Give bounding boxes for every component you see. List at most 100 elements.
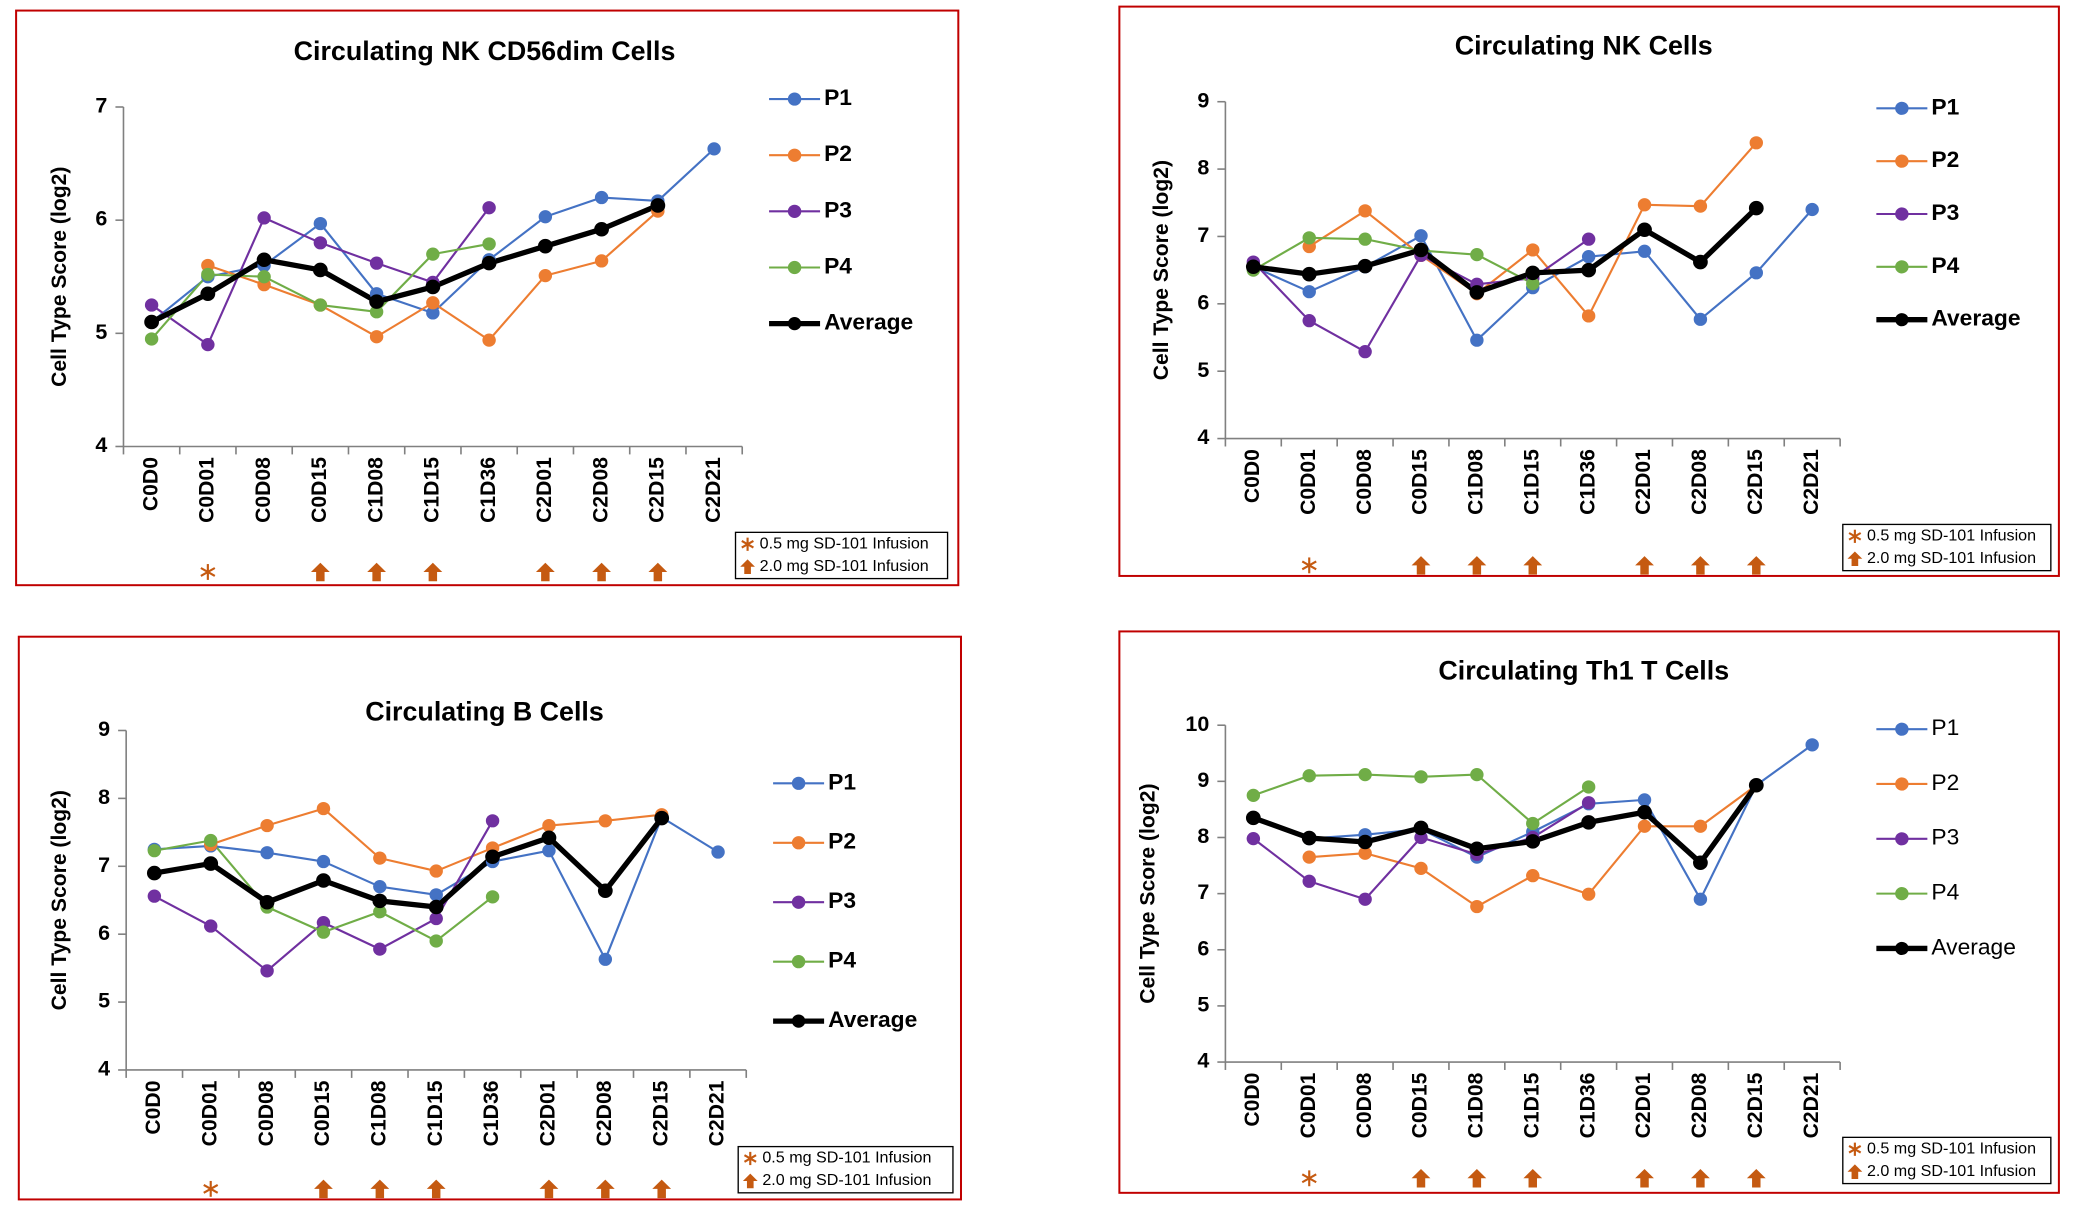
average-point: [541, 830, 557, 846]
asterisk-stroke: [1848, 532, 1862, 541]
legend-label: Average: [828, 1007, 917, 1032]
legend-marker: [787, 317, 802, 331]
chart-title: Circulating NK CD56dim Cells: [294, 36, 676, 66]
average-point: [1469, 285, 1485, 300]
series-point: [373, 942, 387, 956]
series-point: [594, 190, 609, 205]
y-tick-label: 5: [95, 320, 107, 344]
infusion-asterisk: [203, 1180, 219, 1197]
infusion-legend-label: 0.5 mg SD-101 Infusion: [1867, 1141, 2036, 1158]
series-point: [598, 814, 613, 828]
series-point: [1805, 738, 1819, 752]
y-tick-label: 7: [1197, 880, 1209, 904]
average-point: [144, 314, 159, 330]
series-point: [257, 270, 271, 284]
legend-marker: [791, 955, 806, 969]
series-point: [373, 880, 387, 894]
chart-title: Circulating NK Cells: [1455, 31, 1713, 61]
infusion-arrow: [595, 1179, 615, 1199]
panel-border: [17, 635, 963, 1201]
infusion-arrow: [535, 562, 555, 582]
series-point: [1470, 248, 1484, 262]
legend-label: P4: [1931, 253, 1959, 278]
infusion-asterisk: [200, 564, 216, 580]
average-point: [650, 198, 666, 213]
infusion-legend-label: 2.0 mg SD-101 Infusion: [762, 1172, 931, 1189]
x-tick-label: C1D36: [476, 457, 500, 523]
x-tick-label: C2D08: [592, 1080, 616, 1146]
legend-label: P4: [824, 254, 852, 279]
infusion-arrow: [1467, 556, 1487, 575]
average-point: [1413, 820, 1429, 836]
legend-label: P1: [1931, 715, 1959, 740]
series-point: [426, 306, 440, 320]
y-tick-label: 8: [1197, 824, 1209, 848]
series-point: [257, 211, 271, 225]
x-tick-label: C2D15: [1743, 1072, 1767, 1138]
asterisk-stroke: [1301, 1173, 1317, 1184]
series-point: [144, 332, 159, 346]
legend-label: Average: [1931, 935, 2016, 960]
series-point: [707, 142, 721, 156]
series-point: [1693, 819, 1708, 833]
x-tick-label: C2D15: [644, 457, 668, 523]
x-tick-label: C0D01: [197, 1080, 221, 1146]
infusion-legend-label: 2.0 mg SD-101 Infusion: [1867, 550, 2036, 567]
legend-marker: [1895, 260, 1909, 274]
infusion-arrow: [1746, 1169, 1766, 1188]
x-tick-label: C1D15: [1519, 1072, 1543, 1138]
legend-marker: [787, 204, 802, 218]
average-point: [425, 279, 441, 295]
y-axis-label: Cell Type Score (log2): [47, 167, 71, 387]
series-point: [316, 801, 331, 816]
x-tick-label: C2D01: [1631, 449, 1655, 515]
y-tick-label: 8: [98, 785, 110, 809]
average-point: [312, 262, 328, 278]
average-line: [150, 203, 659, 325]
legend-marker: [1895, 941, 1909, 956]
series-point: [598, 952, 613, 966]
series-point: [538, 269, 553, 283]
series-point: [260, 964, 274, 978]
legend-marker: [1895, 313, 1909, 327]
series-point: [1693, 312, 1708, 326]
series-point: [1526, 243, 1540, 257]
chart-title: Circulating Th1 T Cells: [1438, 656, 1729, 686]
series-point: [1414, 229, 1428, 243]
infusion-asterisk: [1301, 1170, 1317, 1187]
series-point: [313, 298, 328, 312]
chart-title: Circulating B Cells: [365, 696, 604, 726]
x-tick-label: C1D08: [1463, 449, 1487, 515]
y-tick-label: 7: [1197, 223, 1209, 247]
legend-label: P3: [1931, 200, 1959, 225]
y-axis-label: Cell Type Score (log2): [1135, 783, 1159, 1003]
x-tick-label: C0D08: [1352, 449, 1376, 515]
series-point: [711, 845, 725, 859]
infusion-arrow: [1847, 551, 1863, 567]
y-tick-label: 7: [95, 94, 107, 118]
y-tick-label: 8: [1197, 156, 1209, 180]
infusion-arrow: [1691, 1169, 1710, 1188]
series-point: [1526, 816, 1540, 831]
legend-marker: [791, 1014, 806, 1028]
y-tick-label: 6: [1197, 937, 1209, 961]
series-point: [144, 298, 159, 312]
series-point: [1302, 285, 1316, 299]
infusion-legend-box: [734, 531, 949, 580]
series-point: [1246, 832, 1261, 846]
series-point: [1581, 250, 1596, 264]
x-tick-label: C2D21: [1799, 449, 1823, 515]
y-tick-label: 4: [1197, 425, 1209, 449]
average-point: [1637, 804, 1652, 820]
y-tick-label: 7: [98, 853, 110, 877]
series-point: [1581, 309, 1596, 323]
x-tick-label: C0D15: [310, 1080, 334, 1146]
average-point: [369, 294, 384, 309]
series-point: [482, 201, 496, 215]
asterisk-stroke: [1301, 560, 1317, 571]
average-point: [537, 238, 553, 254]
y-tick-label: 5: [1197, 358, 1209, 382]
series-point: [313, 236, 328, 250]
series-point: [429, 911, 443, 926]
